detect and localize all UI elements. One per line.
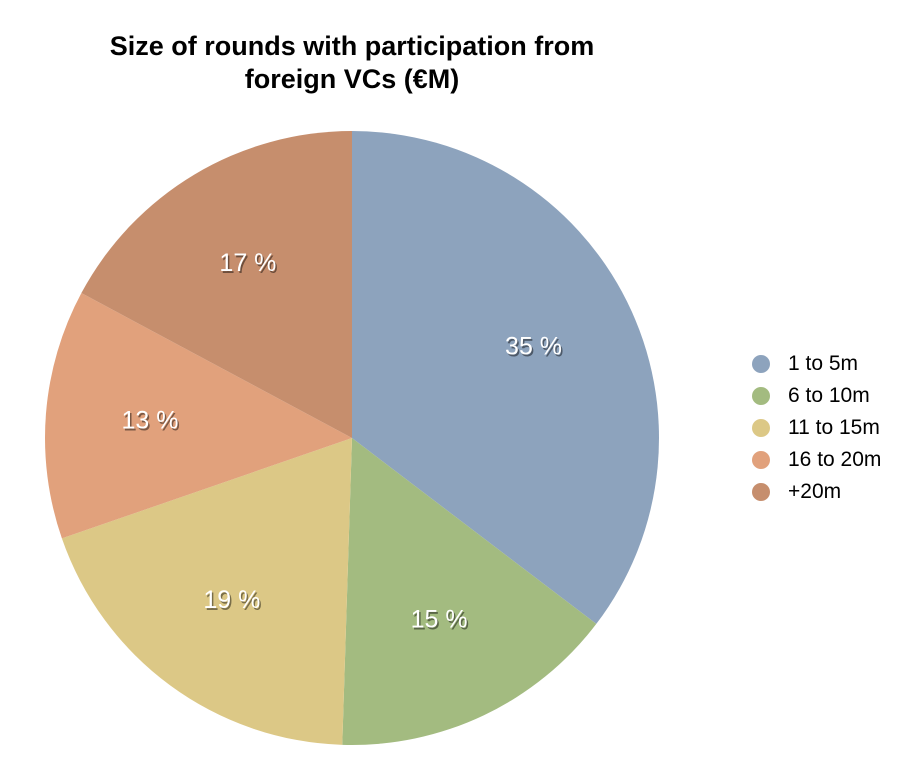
pie-slice-5 — [81, 131, 353, 438]
pie-slice-label-shadow: 13 % — [123, 409, 180, 437]
chart-title-line-2: foreign VCs (€M) — [244, 64, 460, 94]
legend-swatch — [752, 483, 770, 501]
pie-slice-label-shadow: 15 % — [412, 608, 469, 636]
pie-slice-label-3: 19 % — [203, 586, 260, 614]
legend-label: 11 to 15m — [788, 416, 880, 439]
pie-slice-label-shadow: 17 % — [221, 251, 278, 279]
chart-title: Size of rounds with participation from f… — [0, 30, 704, 96]
pie-slice-label-2: 15 % — [411, 606, 468, 634]
legend-label: 1 to 5m — [788, 352, 859, 375]
legend-swatch — [752, 419, 770, 437]
pie-slice-1 — [352, 131, 659, 624]
legend-item: 1 to 5m — [752, 348, 912, 380]
chart-title-line-1: Size of rounds with participation from — [109, 31, 595, 61]
legend-swatch — [752, 355, 770, 373]
legend-swatch — [752, 451, 770, 469]
legend-label: 6 to 10m — [788, 384, 870, 407]
pie-slices — [45, 131, 659, 745]
legend-label: +20m — [788, 480, 842, 503]
pie-slice-4 — [45, 293, 353, 539]
chart-legend: 1 to 5m 6 to 10m 11 to 15m 16 to 20m +20m — [752, 348, 912, 508]
legend-item: 16 to 20m — [752, 444, 912, 476]
legend-item: 11 to 15m — [752, 412, 912, 444]
pie-slice-2 — [342, 438, 597, 745]
pie-slice-label-5: 17 % — [219, 249, 276, 277]
legend-item: +20m — [752, 476, 912, 508]
legend-label: 16 to 20m — [788, 448, 882, 471]
pie-slice-label-shadow: 19 % — [205, 588, 262, 616]
pie-slice-label-shadow: 35 % — [507, 335, 564, 363]
legend-swatch — [752, 387, 770, 405]
pie-slice-3 — [61, 438, 352, 745]
legend-item: 6 to 10m — [752, 380, 912, 412]
pie-slice-label-1: 35 % — [505, 333, 562, 361]
pie-labels: 35 %35 %15 %15 %19 %19 %13 %13 %17 %17 % — [122, 249, 564, 636]
pie-slice-label-4: 13 % — [122, 407, 179, 435]
